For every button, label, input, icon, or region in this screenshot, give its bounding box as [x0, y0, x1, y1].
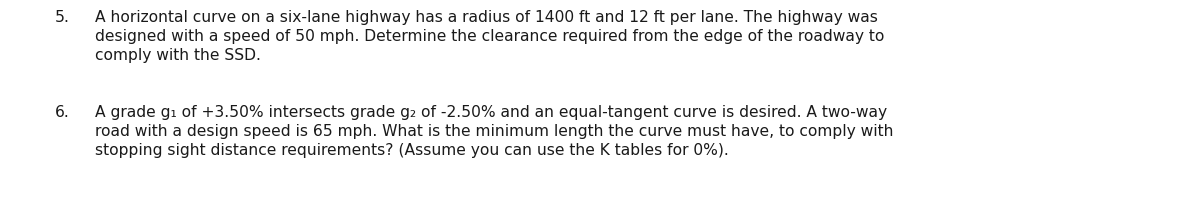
Text: road with a design speed is 65 mph. What is the minimum length the curve must ha: road with a design speed is 65 mph. What…: [95, 123, 894, 138]
Text: designed with a speed of 50 mph. Determine the clearance required from the edge : designed with a speed of 50 mph. Determi…: [95, 29, 884, 44]
Text: A grade g₁ of +3.50% intersects grade g₂ of -2.50% and an equal-tangent curve is: A grade g₁ of +3.50% intersects grade g₂…: [95, 104, 887, 119]
Text: A horizontal curve on a six-lane highway has a radius of 1400 ft and 12 ft per l: A horizontal curve on a six-lane highway…: [95, 10, 878, 25]
Text: 6.: 6.: [55, 104, 70, 119]
Text: comply with the SSD.: comply with the SSD.: [95, 48, 260, 63]
Text: 5.: 5.: [55, 10, 70, 25]
Text: stopping sight distance requirements? (Assume you can use the K tables for 0%).: stopping sight distance requirements? (A…: [95, 142, 728, 157]
